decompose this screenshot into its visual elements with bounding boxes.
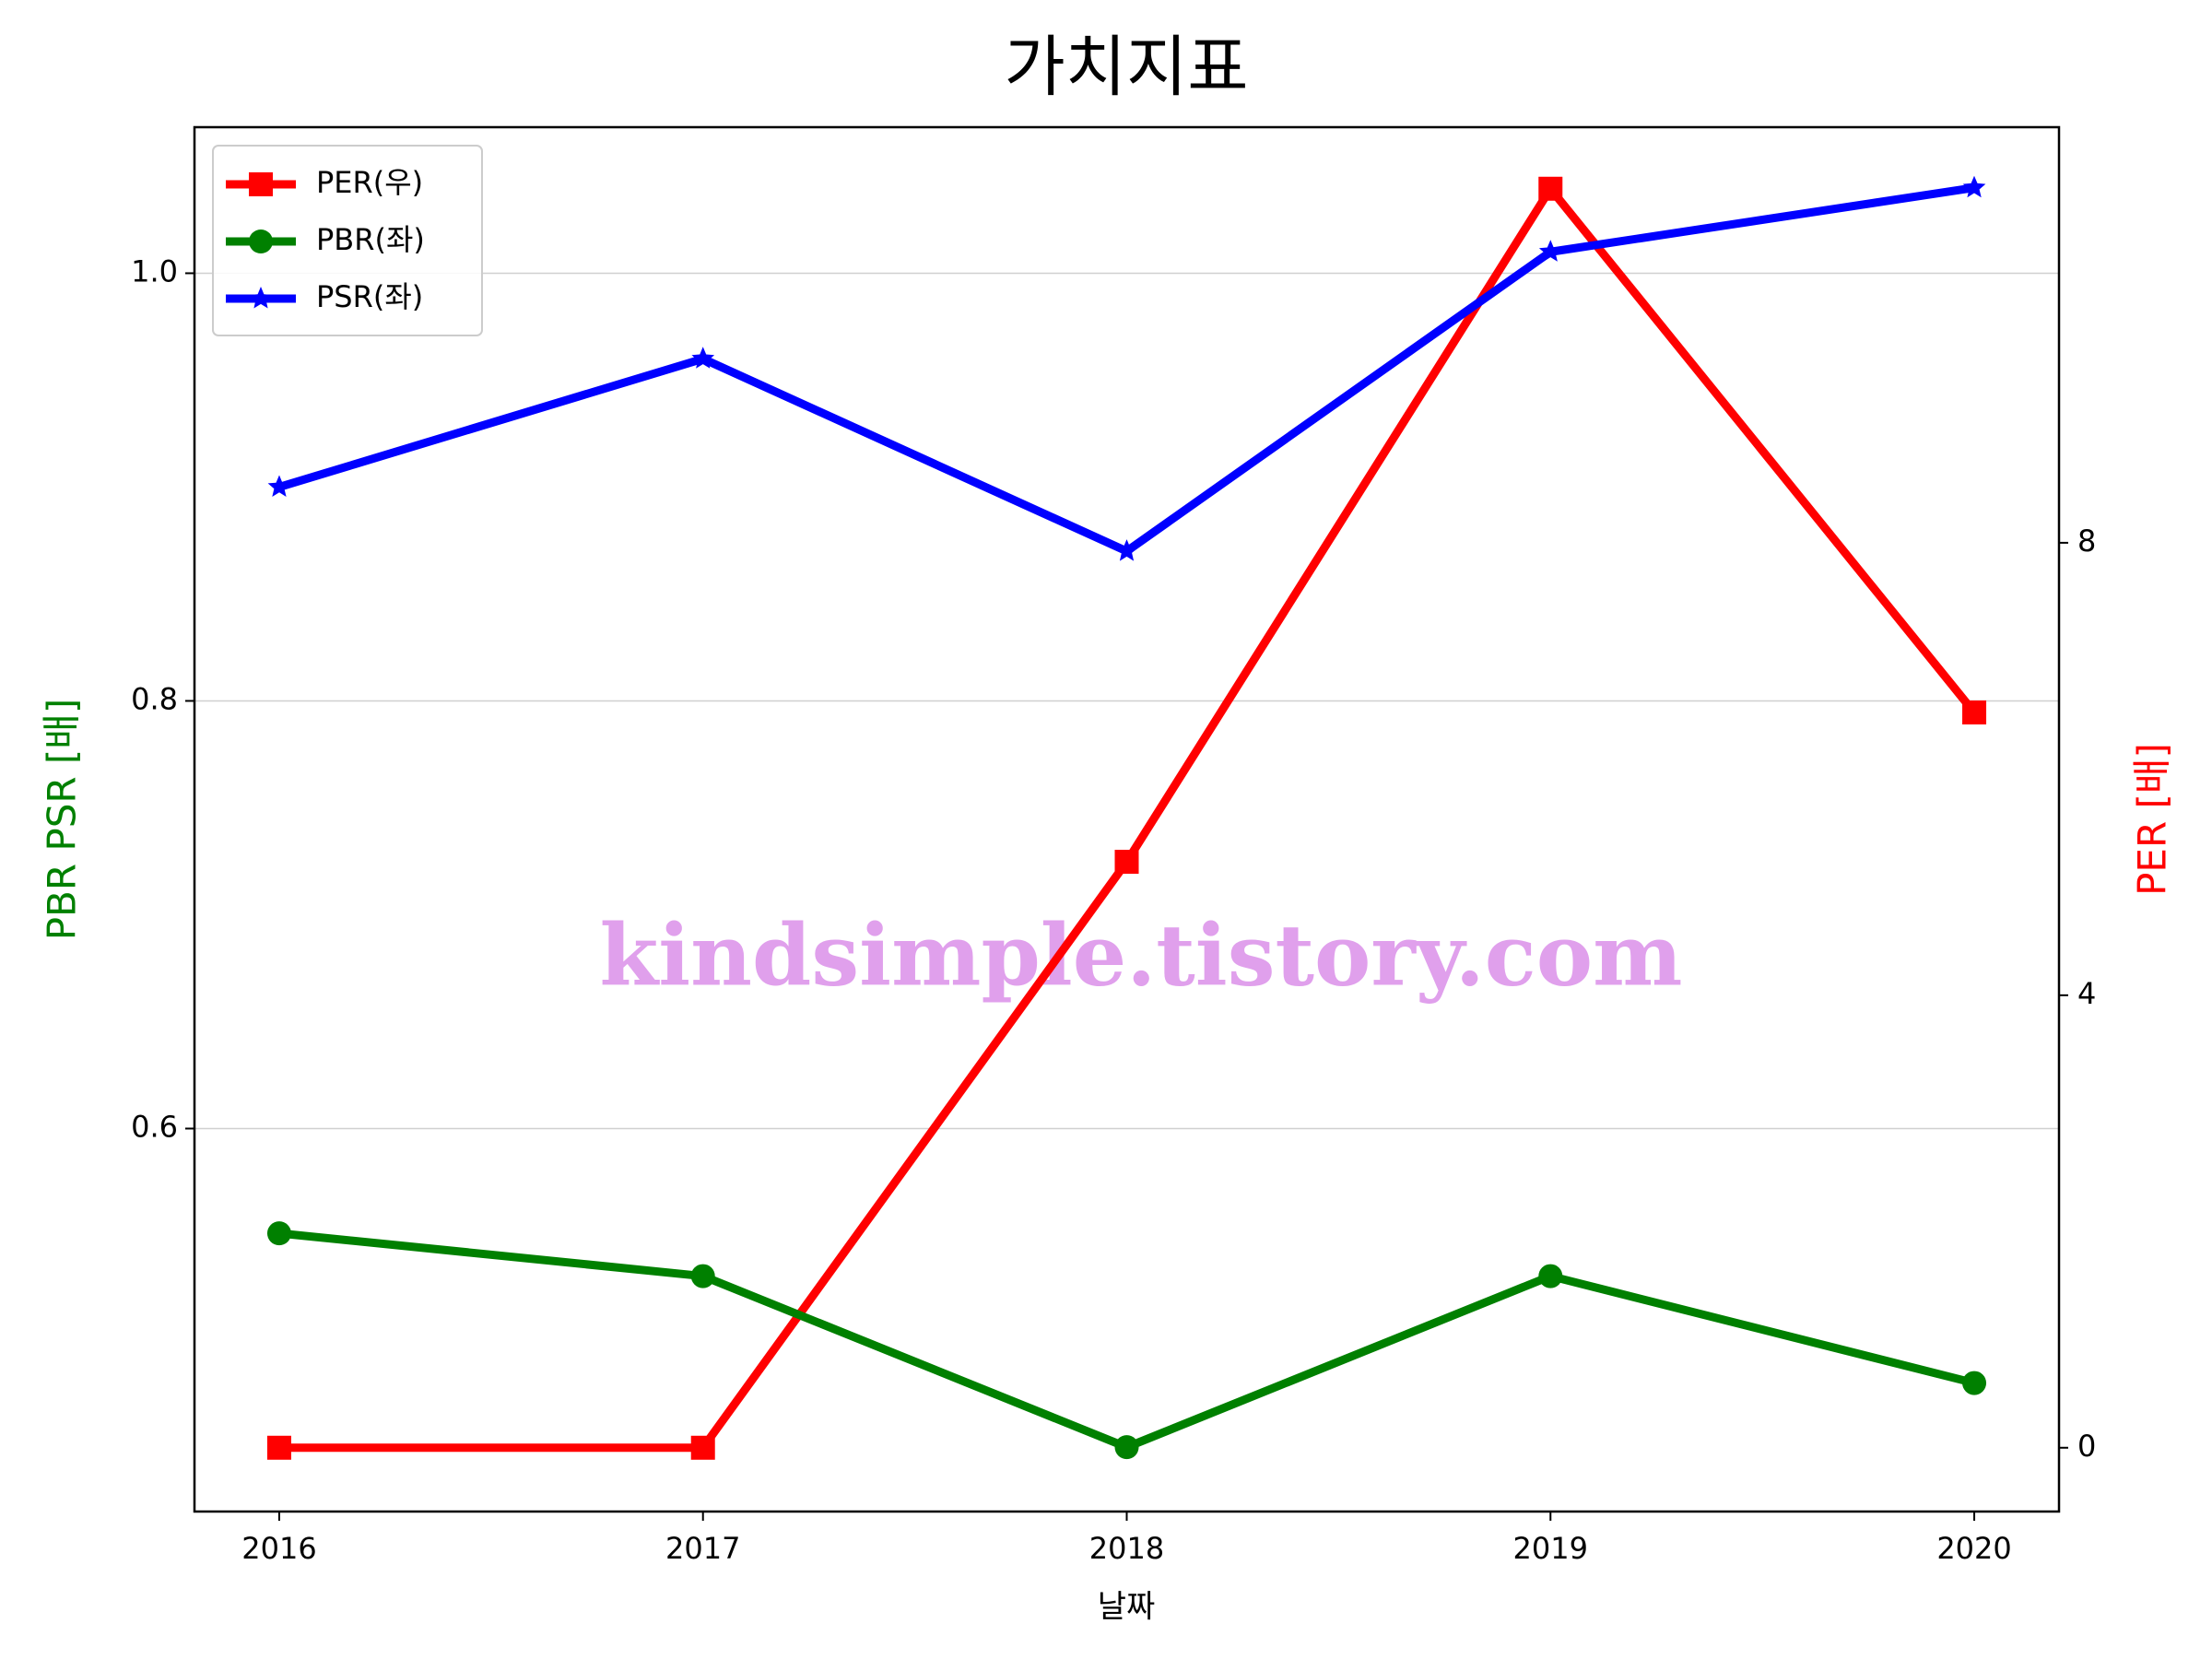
marker [267,475,291,497]
marker [1962,700,1987,725]
marker [1538,1264,1563,1288]
y-axis-label: PBR PSR [배] [40,699,85,941]
marker [1962,175,1986,198]
chart-title: 가치지표 [1005,29,1249,106]
legend-label: PSR(좌) [316,279,423,314]
y2-axis-label: PER [배] [2130,743,2175,896]
watermark: kindsimple.tistory.com [599,906,1682,1006]
legend-marker [249,172,273,196]
marker [266,1435,291,1460]
y2-tick-label: 8 [2077,524,2096,559]
legend-label: PER(우) [316,165,423,200]
marker [1114,1435,1139,1460]
y-tick-label: 0.6 [131,1109,178,1144]
legend-box [212,145,483,336]
x-tick-label: 2016 [241,1531,316,1566]
x-tick-label: 2019 [1513,1531,1588,1566]
x-axis-label: 날짜 [1098,1589,1156,1626]
legend-label: PBR(좌) [316,222,425,257]
x-tick-label: 2018 [1089,1531,1164,1566]
y-tick-label: 1.0 [131,253,178,288]
marker [690,1264,715,1288]
marker [1538,176,1563,201]
y2-tick-label: 0 [2077,1429,2096,1464]
marker [690,1435,715,1460]
marker [1538,240,1562,262]
legend-marker [249,287,273,309]
x-tick-label: 2017 [665,1531,740,1566]
marker [1115,539,1138,561]
marker [691,347,715,369]
y-tick-label: 0.8 [131,681,178,716]
x-tick-label: 2020 [1936,1531,2011,1566]
legend-marker [249,229,273,253]
marker [1962,1371,1987,1395]
marker [1114,850,1139,875]
marker [266,1221,291,1246]
y2-tick-label: 4 [2077,976,2096,1011]
plot-frame [193,125,2061,1513]
